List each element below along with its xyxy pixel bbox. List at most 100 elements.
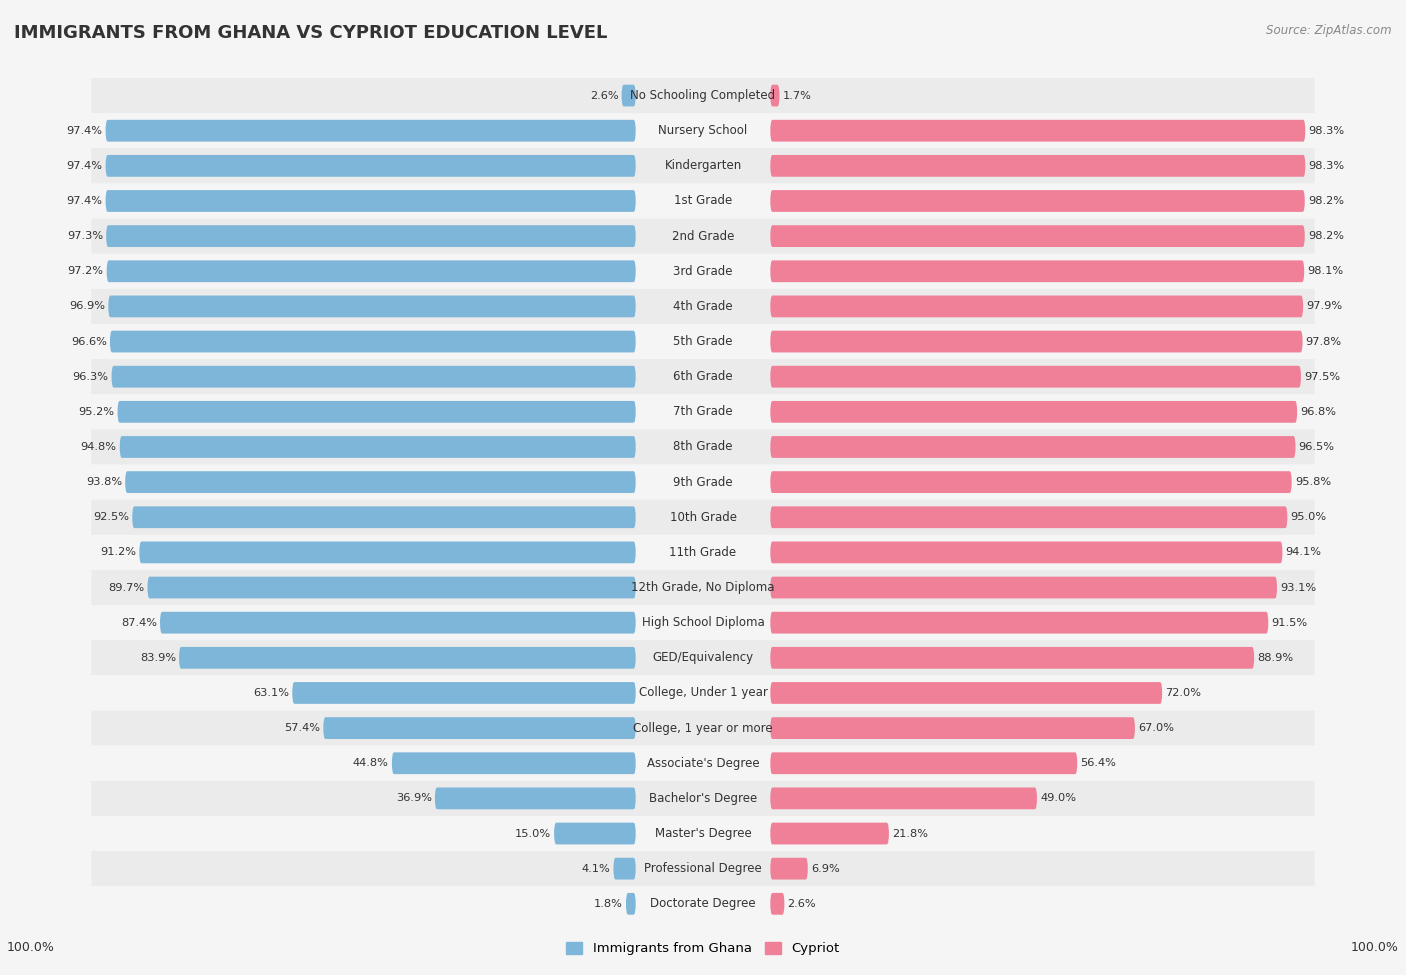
Text: 2nd Grade: 2nd Grade — [672, 230, 734, 243]
Text: 94.8%: 94.8% — [80, 442, 117, 452]
Text: 95.0%: 95.0% — [1291, 512, 1327, 523]
FancyBboxPatch shape — [770, 682, 1163, 704]
Text: College, Under 1 year: College, Under 1 year — [638, 686, 768, 699]
FancyBboxPatch shape — [91, 429, 1315, 464]
FancyBboxPatch shape — [91, 641, 1315, 676]
Text: 96.8%: 96.8% — [1301, 407, 1336, 417]
FancyBboxPatch shape — [105, 225, 636, 247]
FancyBboxPatch shape — [105, 190, 636, 212]
Text: No Schooling Completed: No Schooling Completed — [630, 89, 776, 102]
FancyBboxPatch shape — [160, 611, 636, 634]
Text: 98.2%: 98.2% — [1308, 231, 1344, 241]
Text: 11th Grade: 11th Grade — [669, 546, 737, 559]
FancyBboxPatch shape — [770, 295, 1303, 317]
FancyBboxPatch shape — [148, 576, 636, 599]
Text: 2.6%: 2.6% — [591, 91, 619, 100]
FancyBboxPatch shape — [770, 506, 1288, 528]
Text: 1st Grade: 1st Grade — [673, 194, 733, 208]
FancyBboxPatch shape — [91, 183, 1315, 218]
FancyBboxPatch shape — [91, 78, 1315, 113]
Text: 100.0%: 100.0% — [7, 941, 55, 955]
Text: 10th Grade: 10th Grade — [669, 511, 737, 524]
FancyBboxPatch shape — [91, 781, 1315, 816]
FancyBboxPatch shape — [125, 471, 636, 493]
FancyBboxPatch shape — [770, 366, 1301, 388]
Text: 87.4%: 87.4% — [121, 618, 157, 628]
FancyBboxPatch shape — [621, 85, 636, 106]
Text: IMMIGRANTS FROM GHANA VS CYPRIOT EDUCATION LEVEL: IMMIGRANTS FROM GHANA VS CYPRIOT EDUCATI… — [14, 24, 607, 42]
Text: 56.4%: 56.4% — [1080, 759, 1116, 768]
FancyBboxPatch shape — [613, 858, 636, 879]
Text: High School Diploma: High School Diploma — [641, 616, 765, 629]
FancyBboxPatch shape — [91, 570, 1315, 605]
FancyBboxPatch shape — [91, 816, 1315, 851]
FancyBboxPatch shape — [770, 823, 889, 844]
FancyBboxPatch shape — [91, 394, 1315, 429]
FancyBboxPatch shape — [770, 225, 1305, 247]
Text: 96.9%: 96.9% — [69, 301, 105, 311]
Text: 96.5%: 96.5% — [1299, 442, 1334, 452]
Text: 8th Grade: 8th Grade — [673, 441, 733, 453]
Text: 97.9%: 97.9% — [1306, 301, 1343, 311]
Text: 100.0%: 100.0% — [1351, 941, 1399, 955]
FancyBboxPatch shape — [91, 886, 1315, 921]
FancyBboxPatch shape — [132, 506, 636, 528]
Text: 6th Grade: 6th Grade — [673, 370, 733, 383]
Text: 5th Grade: 5th Grade — [673, 335, 733, 348]
FancyBboxPatch shape — [770, 893, 785, 915]
Text: 4th Grade: 4th Grade — [673, 300, 733, 313]
Text: Nursery School: Nursery School — [658, 124, 748, 137]
Text: Professional Degree: Professional Degree — [644, 862, 762, 876]
FancyBboxPatch shape — [91, 218, 1315, 254]
FancyBboxPatch shape — [107, 260, 636, 282]
FancyBboxPatch shape — [91, 289, 1315, 324]
FancyBboxPatch shape — [434, 788, 636, 809]
FancyBboxPatch shape — [105, 155, 636, 176]
Text: 21.8%: 21.8% — [891, 829, 928, 838]
FancyBboxPatch shape — [110, 331, 636, 352]
FancyBboxPatch shape — [770, 190, 1305, 212]
FancyBboxPatch shape — [91, 113, 1315, 148]
Text: Bachelor's Degree: Bachelor's Degree — [650, 792, 756, 805]
FancyBboxPatch shape — [91, 711, 1315, 746]
Text: 9th Grade: 9th Grade — [673, 476, 733, 488]
Text: 4.1%: 4.1% — [582, 864, 610, 874]
Legend: Immigrants from Ghana, Cypriot: Immigrants from Ghana, Cypriot — [561, 937, 845, 960]
FancyBboxPatch shape — [91, 851, 1315, 886]
FancyBboxPatch shape — [108, 295, 636, 317]
FancyBboxPatch shape — [91, 676, 1315, 711]
FancyBboxPatch shape — [91, 359, 1315, 394]
FancyBboxPatch shape — [770, 260, 1305, 282]
FancyBboxPatch shape — [91, 746, 1315, 781]
FancyBboxPatch shape — [120, 436, 636, 458]
Text: 97.4%: 97.4% — [66, 161, 103, 171]
FancyBboxPatch shape — [770, 576, 1277, 599]
Text: 92.5%: 92.5% — [93, 512, 129, 523]
Text: 57.4%: 57.4% — [284, 723, 321, 733]
Text: 97.2%: 97.2% — [67, 266, 104, 276]
Text: 96.6%: 96.6% — [70, 336, 107, 346]
Text: 36.9%: 36.9% — [396, 794, 432, 803]
Text: 67.0%: 67.0% — [1137, 723, 1174, 733]
FancyBboxPatch shape — [91, 254, 1315, 289]
Text: 91.5%: 91.5% — [1271, 618, 1308, 628]
Text: Kindergarten: Kindergarten — [665, 159, 741, 173]
Text: 97.5%: 97.5% — [1303, 371, 1340, 381]
FancyBboxPatch shape — [770, 541, 1282, 564]
Text: 97.3%: 97.3% — [67, 231, 103, 241]
FancyBboxPatch shape — [770, 120, 1305, 141]
FancyBboxPatch shape — [770, 436, 1295, 458]
FancyBboxPatch shape — [770, 85, 779, 106]
FancyBboxPatch shape — [770, 331, 1302, 352]
FancyBboxPatch shape — [626, 893, 636, 915]
Text: 1.7%: 1.7% — [783, 91, 811, 100]
FancyBboxPatch shape — [91, 324, 1315, 359]
FancyBboxPatch shape — [554, 823, 636, 844]
FancyBboxPatch shape — [91, 605, 1315, 641]
Text: Source: ZipAtlas.com: Source: ZipAtlas.com — [1267, 24, 1392, 37]
FancyBboxPatch shape — [91, 499, 1315, 535]
FancyBboxPatch shape — [770, 155, 1305, 176]
Text: 49.0%: 49.0% — [1040, 794, 1076, 803]
Text: 6.9%: 6.9% — [811, 864, 839, 874]
Text: 3rd Grade: 3rd Grade — [673, 265, 733, 278]
